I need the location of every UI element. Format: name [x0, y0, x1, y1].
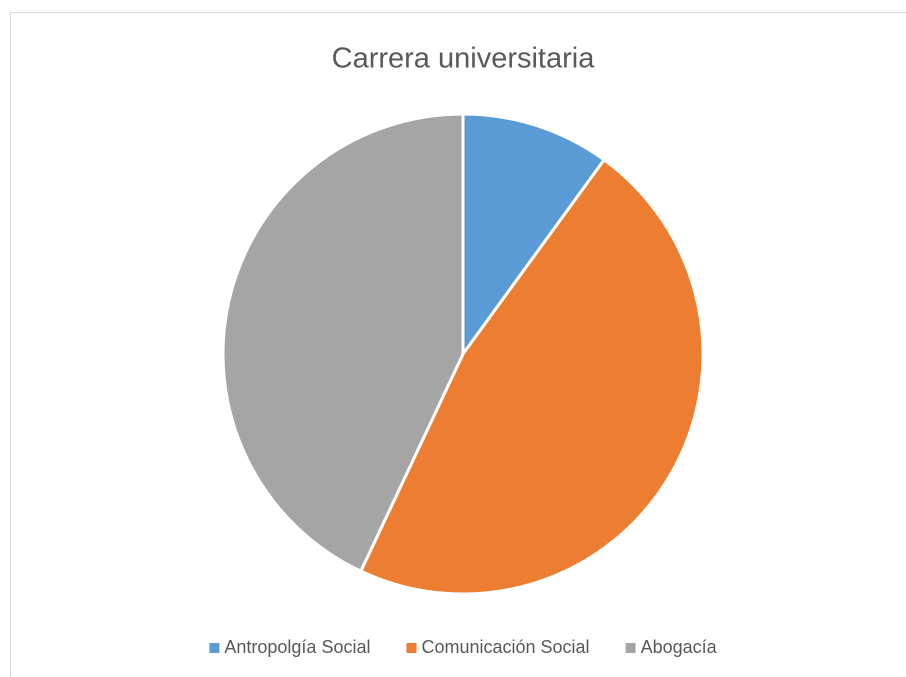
- legend-label: Antropolgía Social: [224, 637, 370, 657]
- chart-title: Carrera universitaria: [332, 43, 596, 75]
- legend-label: Abogacía: [641, 637, 718, 657]
- pie-slice: [359, 158, 705, 596]
- pie-slice: [461, 112, 606, 356]
- legend-swatch: [625, 643, 636, 653]
- pie-slice: [221, 112, 465, 573]
- legend-swatch: [406, 643, 417, 653]
- chart-frame: [10, 12, 906, 677]
- legend-label: Comunicación Social: [421, 637, 589, 657]
- legend-swatch: [209, 643, 220, 653]
